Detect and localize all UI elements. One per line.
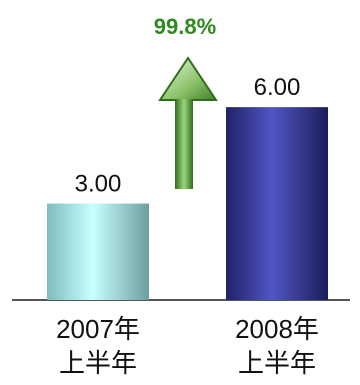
category-label-0-line-1: 上半年 [59, 348, 137, 378]
category-label-1-line-0: 2008年 [235, 314, 319, 344]
growth-arrow-icon [158, 56, 218, 189]
bar-value-label-1: 6.00 [254, 74, 301, 101]
bar-value-label-0: 3.00 [75, 171, 122, 198]
growth-percent-label: 99.8% [154, 14, 216, 39]
category-label-0-line-0: 2007年 [56, 314, 140, 344]
category-label-1-line-1: 上半年 [238, 348, 316, 378]
bar-0 [47, 203, 149, 300]
bar-1 [226, 107, 328, 301]
